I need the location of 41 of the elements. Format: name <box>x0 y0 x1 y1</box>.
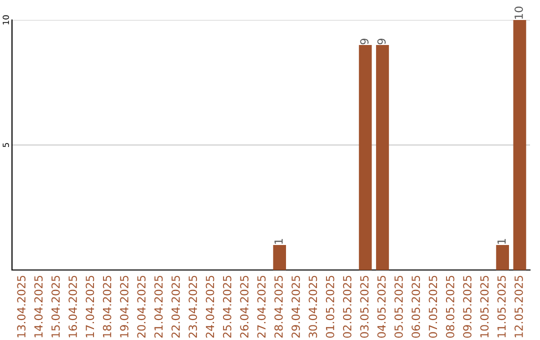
x-tick-label: 06.05.2025 <box>412 276 420 338</box>
x-tick-label: 17.04.2025 <box>86 276 94 338</box>
x-tick-label: 04.05.2025 <box>377 276 386 338</box>
x-tick-label: 14.04.2025 <box>34 276 43 338</box>
x-tick-label: 08.05.2025 <box>446 276 454 338</box>
x-tick-label: 09.05.2025 <box>463 276 472 338</box>
data-label: 10 <box>514 6 523 19</box>
x-tick-label: 24.04.2025 <box>206 276 214 338</box>
x-tick-label: 12.05.2025 <box>514 276 523 338</box>
bar <box>358 45 372 270</box>
bar <box>513 20 526 270</box>
x-tick-label: 07.05.2025 <box>428 276 438 338</box>
x-tick-label: 10.05.2025 <box>480 276 489 338</box>
bar <box>376 45 389 270</box>
y-tick-label: 5 <box>2 143 9 148</box>
x-tick-label: 20.04.2025 <box>137 276 146 338</box>
x-tick-label: 19.04.2025 <box>120 276 128 338</box>
x-tick-label: 03.05.2025 <box>360 276 369 338</box>
x-tick-label: 16.04.2025 <box>68 276 77 338</box>
x-tick-label: 13.04.2025 <box>17 276 26 338</box>
x-tick-label: 01.05.2025 <box>326 276 334 338</box>
x-tick-label: 29.04.2025 <box>292 276 300 338</box>
data-label: 9 <box>360 38 369 44</box>
data-label: 1 <box>274 238 283 244</box>
x-tick-label: 22.04.2025 <box>171 276 180 338</box>
x-tick-label: 15.04.2025 <box>51 276 60 338</box>
x-tick-label: 27.04.2025 <box>257 276 266 338</box>
x-tick-label: 28.04.2025 <box>274 276 283 338</box>
x-tick-label: 18.04.2025 <box>102 276 112 338</box>
bar <box>273 245 286 270</box>
x-tick-label: 30.04.2025 <box>308 276 318 338</box>
x-tick-label: 25.04.2025 <box>222 276 232 338</box>
x-tick-label: 21.04.2025 <box>154 276 163 338</box>
x-tick-label: 11.05.2025 <box>497 276 506 338</box>
bar <box>496 245 509 270</box>
data-label: 9 <box>377 38 386 44</box>
x-tick-label: 23.04.2025 <box>188 276 198 338</box>
x-tick-label: 26.04.2025 <box>240 276 248 338</box>
x-tick-label: 05.05.2025 <box>394 276 403 338</box>
x-tick-label: 02.05.2025 <box>343 276 352 338</box>
data-label: 1 <box>498 238 506 244</box>
